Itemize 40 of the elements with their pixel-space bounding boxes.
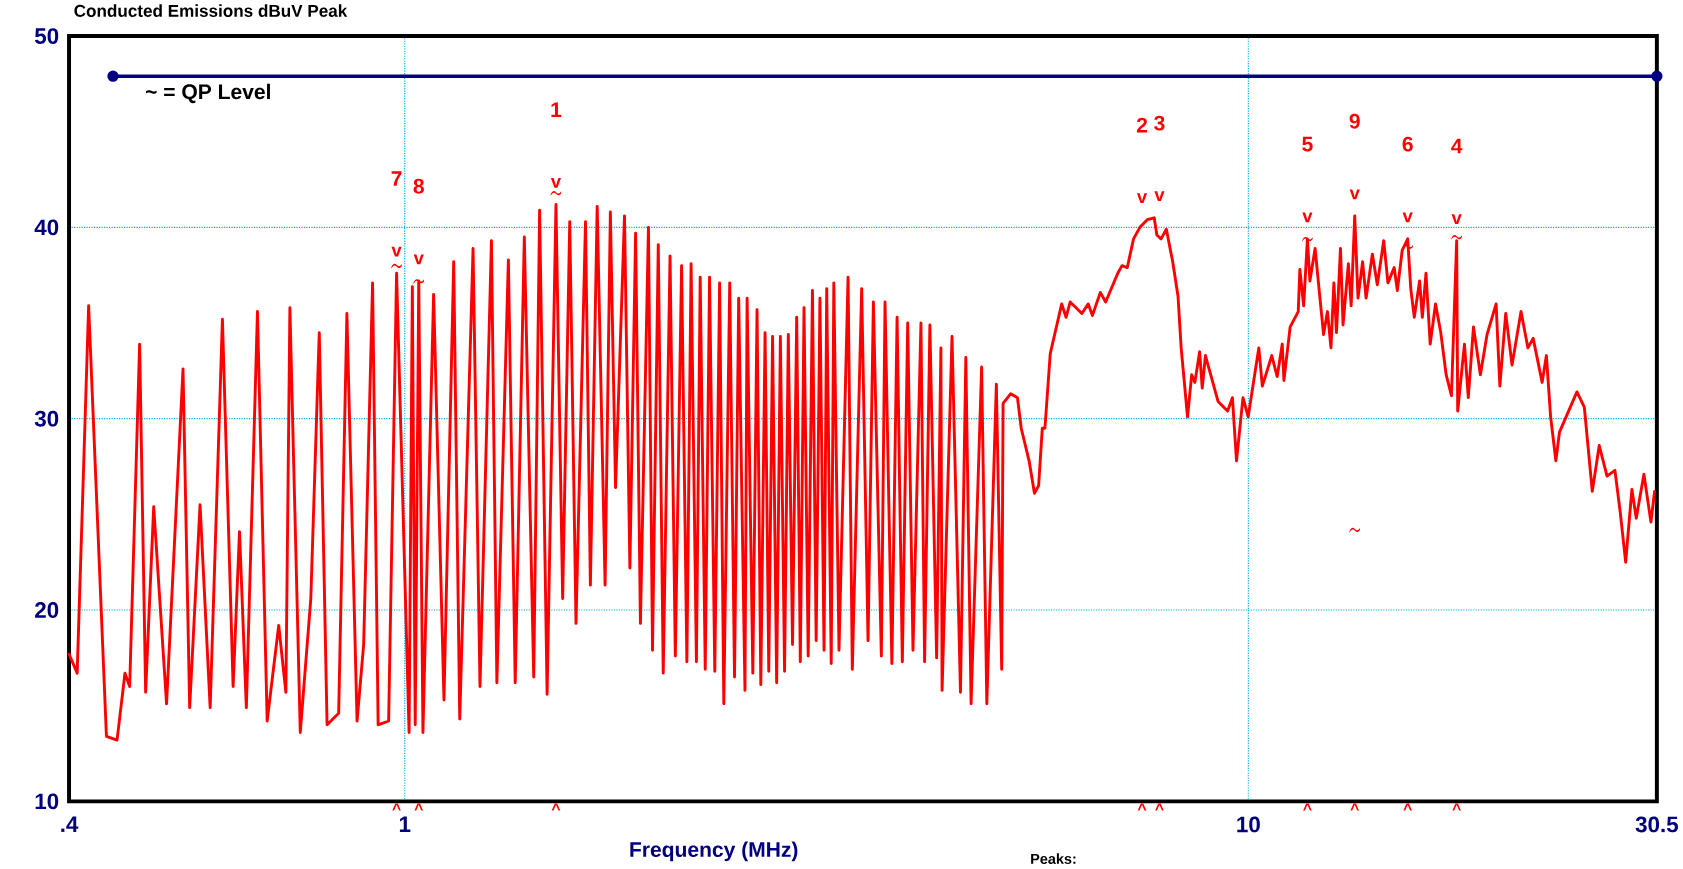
annotation: 5 (1302, 136, 1313, 152)
text: ^ (1403, 803, 1412, 811)
annotation: 9 (1349, 113, 1360, 129)
chart-title: Conducted Emissions dBuV Peak (74, 4, 348, 17)
x-tick-label: .4 (61, 816, 79, 832)
text: ^ (392, 803, 401, 811)
x-axis-title: Frequency (MHz) (630, 841, 798, 861)
annotation: 7 (391, 171, 402, 186)
annotation: v (1136, 193, 1148, 203)
annotation: v (413, 254, 424, 265)
text: Peaks: (1031, 853, 1076, 864)
annotation: 3 (1154, 115, 1165, 131)
annotation: v (1302, 212, 1313, 222)
text: ^ (1452, 803, 1461, 811)
x-tick-label: 10 (1237, 816, 1260, 833)
annotation: v (1402, 212, 1413, 222)
y-tick-label: 10 (35, 793, 59, 810)
y-tick-label: 50 (34, 27, 59, 44)
annotation: 4 (1451, 138, 1463, 154)
text: ^ (1137, 803, 1147, 811)
annotation: ~ = QP Level (145, 83, 270, 103)
text: ^ (551, 803, 561, 811)
annotation: v (391, 246, 402, 257)
text: ^ (1350, 803, 1359, 811)
annotation: 8 (413, 178, 424, 194)
annotation: v (1154, 191, 1165, 201)
annotation: v (1451, 214, 1462, 224)
text: ^ (1303, 803, 1312, 811)
y-tick-label: 20 (35, 601, 59, 618)
y-tick-label: 40 (34, 219, 59, 236)
annotation: 2 (1136, 117, 1148, 133)
annotation: v (1349, 189, 1360, 199)
text: ^ (1155, 803, 1164, 811)
annotation: 1 (551, 102, 562, 117)
annotation: 6 (1402, 136, 1413, 152)
y-tick-label: 30 (34, 410, 59, 427)
annotation: v (550, 177, 562, 188)
x-tick-label: 30.5 (1635, 816, 1678, 833)
x-tick-label: 1 (399, 816, 411, 832)
text: ^ (414, 803, 424, 811)
